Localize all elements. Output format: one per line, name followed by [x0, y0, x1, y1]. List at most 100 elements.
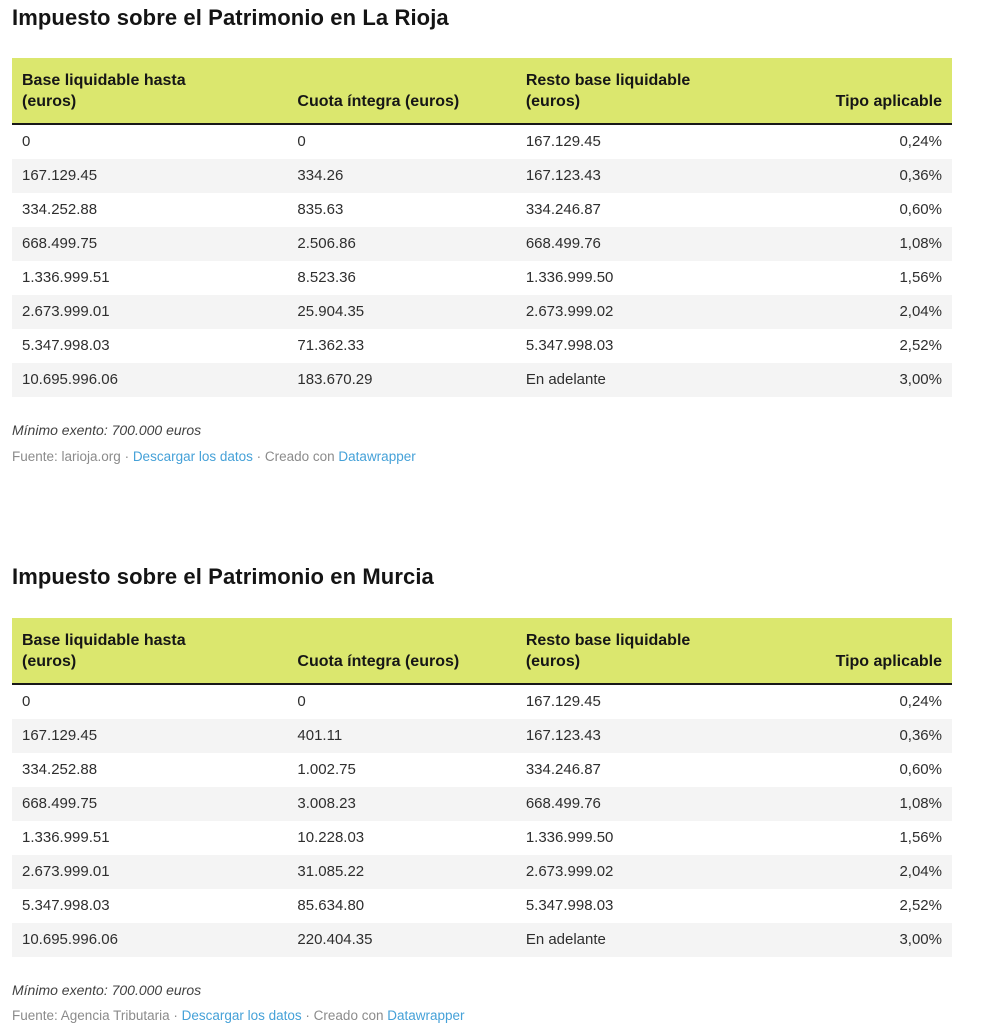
- table-body: 0 0 167.129.45 0,24% 167.129.45 401.11 167.123…: [12, 684, 952, 957]
- table-cell: 668.499.76: [525, 794, 601, 812]
- table-cell: 167.123.43: [525, 726, 601, 744]
- created-with-text: Creado con: [264, 448, 339, 464]
- table-cell: 167.129.45: [22, 167, 98, 185]
- download-data-link[interactable]: Descargar los datos: [132, 448, 253, 464]
- column-header-line: (euros): [525, 93, 581, 111]
- column-header-line: Cuota íntegra (euros): [297, 652, 460, 670]
- column-header-line: Base liquidable hasta: [22, 631, 186, 649]
- table-cell: 1,08%: [899, 794, 942, 812]
- table-cell: 2.673.999.01: [22, 303, 110, 321]
- column-header-tipo-aplicable: Tipo aplicable: [744, 617, 952, 685]
- column-header-resto-base: Resto base liquidable (euros): [515, 58, 745, 126]
- table-row: 167.129.45 334.26 167.123.43 0,36%: [12, 159, 952, 194]
- table-cell: 668.499.75: [22, 794, 98, 812]
- tax-table: Base liquidable hasta (euros) Cuota ínte…: [12, 58, 952, 398]
- column-header-base-liquidable: Base liquidable hasta (euros): [12, 58, 288, 126]
- created-with-text: Creado con: [313, 1007, 388, 1023]
- table-row: 0 0 167.129.45 0,24%: [12, 684, 952, 719]
- table-cell: 334.246.87: [525, 760, 601, 778]
- separator: ·: [252, 448, 265, 464]
- table-cell: 1,08%: [899, 235, 942, 253]
- column-header-base-liquidable: Base liquidable hasta (euros): [12, 617, 288, 685]
- download-data-link[interactable]: Descargar los datos: [181, 1007, 302, 1023]
- column-header-line: (euros): [22, 93, 77, 111]
- table-cell: 5.347.998.03: [525, 896, 614, 914]
- table-cell: 5.347.998.03: [22, 337, 110, 355]
- table-cell: 1,56%: [899, 269, 942, 287]
- table-cell: 0: [22, 692, 31, 710]
- table-cell: 31.085.22: [297, 862, 365, 880]
- source-line: Fuente: Agencia Tributaria · Descargar l…: [12, 1007, 952, 1025]
- table-cell: 1.336.999.50: [525, 269, 614, 287]
- column-header-line: Tipo aplicable: [835, 652, 942, 670]
- table-cell: 835.63: [297, 201, 344, 219]
- footnote: Mínimo exento: 700.000 euros: [12, 981, 202, 998]
- column-header-tipo-aplicable: Tipo aplicable: [744, 58, 952, 126]
- table-cell: 71.362.33: [297, 337, 365, 355]
- table-row: 167.129.45 401.11 167.123.43 0,36%: [12, 718, 952, 753]
- table-row: 0 0 167.129.45 0,24%: [12, 124, 952, 159]
- table-cell: 2.673.999.01: [22, 862, 110, 880]
- table-cell: 10.695.996.06: [22, 930, 118, 948]
- column-header-line: Tipo aplicable: [835, 93, 942, 111]
- table-cell: 167.129.45: [525, 692, 601, 710]
- table-cell: 0,24%: [899, 133, 942, 151]
- table-cell: 0: [297, 692, 306, 710]
- table-cell: 401.11: [297, 726, 343, 744]
- source-prefix: Fuente: Agencia Tributaria: [12, 1007, 170, 1023]
- footnote: Mínimo exento: 700.000 euros: [12, 422, 202, 439]
- table-cell: 2.673.999.02: [525, 862, 614, 880]
- tax-table: Base liquidable hasta (euros) Cuota ínte…: [12, 617, 952, 957]
- table-cell: 167.129.45: [525, 133, 601, 151]
- table-row: 2.673.999.01 31.085.22 2.673.999.02 2,04%: [12, 854, 952, 889]
- table-cell: 3.008.23: [297, 794, 356, 812]
- table-cell: 1.336.999.51: [22, 269, 110, 287]
- source-prefix: Fuente: larioja.org: [12, 448, 121, 464]
- table-cell: 334.246.87: [525, 201, 601, 219]
- table-cell: 183.670.29: [297, 371, 373, 389]
- table-cell: 10.695.996.06: [22, 371, 118, 389]
- table-cell: 2.673.999.02: [525, 303, 614, 321]
- column-header-line: Resto base liquidable: [525, 72, 691, 90]
- page-title: Impuesto sobre el Patrimonio en Murcia: [12, 564, 434, 590]
- column-header-cuota-integra: Cuota íntegra (euros): [287, 617, 516, 685]
- table-cell: 0,24%: [899, 692, 942, 710]
- separator: ·: [120, 448, 133, 464]
- table-body: 0 0 167.129.45 0,24% 167.129.45 334.26 167.123…: [12, 124, 952, 398]
- column-header-resto-base: Resto base liquidable (euros): [515, 617, 745, 685]
- table-cell: 1,56%: [899, 828, 942, 846]
- table-row: 668.499.75 2.506.86 668.499.76 1,08%: [12, 227, 952, 262]
- table-row: 10.695.996.06 183.670.29 En adelante 3,00%: [12, 363, 952, 398]
- column-header-line: Resto base liquidable: [525, 631, 691, 649]
- datawrapper-link[interactable]: Datawrapper: [338, 448, 416, 464]
- column-header-line: Cuota íntegra (euros): [297, 93, 460, 111]
- table-cell: 25.904.35: [297, 303, 365, 321]
- table-cell: 167.123.43: [525, 167, 601, 185]
- column-header-line: (euros): [525, 652, 581, 670]
- table-cell: 0,60%: [899, 201, 942, 219]
- table-cell: 1.336.999.51: [22, 828, 110, 846]
- table-row: 5.347.998.03 71.362.33 5.347.998.03 2,52%: [12, 329, 952, 363]
- datawrapper-link[interactable]: Datawrapper: [387, 1007, 465, 1023]
- table-cell: En adelante: [525, 930, 606, 948]
- table-cell: 0: [22, 133, 31, 151]
- source-line: Fuente: larioja.org · Descargar los dato…: [12, 448, 952, 466]
- table-cell: 3,00%: [899, 371, 942, 389]
- table-cell: 2.506.86: [297, 235, 356, 253]
- table-section-la-rioja: Impuesto sobre el Patrimonio en La Rioja…: [12, 5, 952, 465]
- table-cell: 85.634.80: [297, 896, 365, 914]
- column-header-cuota-integra: Cuota íntegra (euros): [287, 58, 516, 126]
- table-cell: 2,52%: [899, 896, 942, 914]
- table-cell: 0,60%: [899, 760, 942, 778]
- table-row: 334.252.88 1.002.75 334.246.87 0,60%: [12, 753, 952, 787]
- table-row: 2.673.999.01 25.904.35 2.673.999.02 2,04%: [12, 295, 952, 330]
- table-cell: 0: [297, 133, 306, 151]
- column-header-line: Base liquidable hasta: [22, 72, 186, 90]
- table-cell: 167.129.45: [22, 726, 98, 744]
- table-section-murcia: Impuesto sobre el Patrimonio en Murcia B…: [12, 564, 952, 1024]
- table-cell: 3,00%: [899, 930, 942, 948]
- table-row: 10.695.996.06 220.404.35 En adelante 3,00%: [12, 922, 952, 957]
- page-title: Impuesto sobre el Patrimonio en La Rioja: [12, 5, 449, 30]
- separator: ·: [169, 1007, 182, 1023]
- table-cell: 668.499.75: [22, 235, 98, 253]
